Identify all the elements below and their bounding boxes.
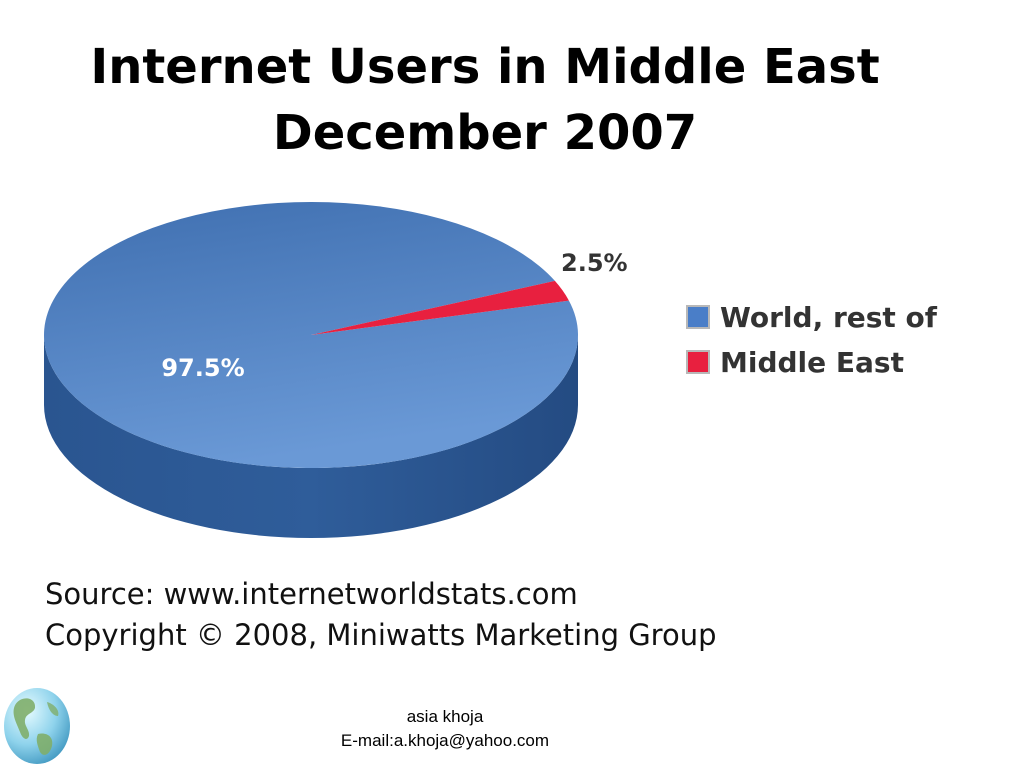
data-label-middle-east: 2.5% [561,249,628,277]
pie-slice-world [44,202,579,469]
chart-title-line1: Internet Users in Middle East [90,39,880,95]
pie-side-wall [44,335,578,538]
chart-title: Internet Users in Middle East December 2… [0,34,970,166]
legend-item-world: World, rest of [686,300,937,334]
source-credit: Source: www.internetworldstats.com Copyr… [45,574,717,656]
legend-label-world: World, rest of [720,300,937,334]
legend-swatch-middle-east [686,350,710,374]
copyright-line: Copyright © 2008, Miniwatts Marketing Gr… [45,618,717,652]
author-footer: asia khoja E-mail:a.khoja@yahoo.com [250,705,640,753]
chart-title-line2: December 2007 [272,105,698,161]
legend-swatch-world [686,305,710,329]
author-email: E-mail:a.khoja@yahoo.com [340,731,550,750]
pie-slice-middle-east [311,280,569,335]
author-name: asia khoja [406,707,484,726]
source-line: Source: www.internetworldstats.com [45,577,578,611]
legend-item-middle-east: Middle East [686,345,937,379]
globe-icon [4,688,70,764]
legend-label-middle-east: Middle East [720,345,904,379]
legend: World, rest of Middle East [686,300,937,390]
data-label-world: 97.5% [161,354,244,382]
